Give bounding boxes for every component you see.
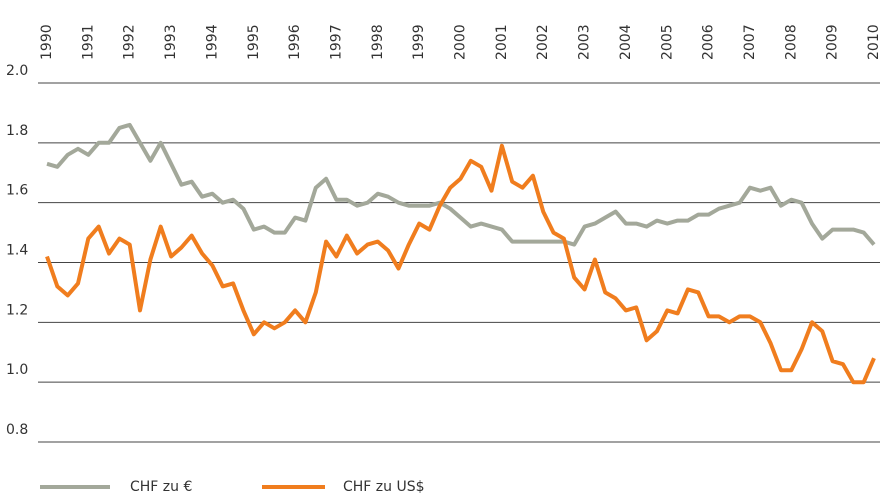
x-tick-label: 2004 — [618, 24, 634, 60]
x-tick-label: 1995 — [246, 24, 262, 60]
x-tick-label: 2003 — [577, 24, 593, 60]
x-tick-label: 1998 — [370, 24, 386, 60]
y-tick-label: 1.4 — [6, 243, 28, 259]
x-tick-label: 1997 — [328, 24, 344, 60]
x-tick-label: 2006 — [701, 24, 717, 60]
series-line — [45, 143, 876, 385]
x-tick-label: 1993 — [163, 24, 179, 60]
legend-label: CHF zu € — [130, 479, 192, 495]
y-tick-label: 2.0 — [6, 63, 28, 79]
y-tick-label: 1.8 — [6, 123, 28, 139]
x-tick-label: 2009 — [825, 24, 841, 60]
y-tick-label: 1.2 — [6, 302, 28, 318]
y-tick-label: 1.6 — [6, 183, 28, 199]
x-tick-label: 1999 — [411, 24, 427, 60]
x-tick-label: 1990 — [39, 24, 55, 60]
legend-label: CHF zu US$ — [343, 479, 425, 495]
x-tick-label: 2001 — [494, 24, 510, 60]
x-tick-label: 2000 — [453, 24, 469, 60]
x-tick-label: 1994 — [204, 24, 220, 60]
x-tick-label: 1992 — [122, 24, 138, 60]
y-tick-label: 1.0 — [6, 362, 28, 378]
x-tick-label: 1996 — [287, 24, 303, 60]
x-tick-label: 1991 — [80, 24, 96, 60]
y-tick-label: 0.8 — [6, 422, 28, 438]
x-tick-label: 2008 — [783, 24, 799, 60]
x-tick-label: 2002 — [535, 24, 551, 60]
series-line — [46, 122, 876, 247]
x-tick-label: 2005 — [659, 24, 675, 60]
x-tick-label: 2007 — [742, 24, 758, 60]
x-tick-label: 2010 — [866, 24, 880, 60]
